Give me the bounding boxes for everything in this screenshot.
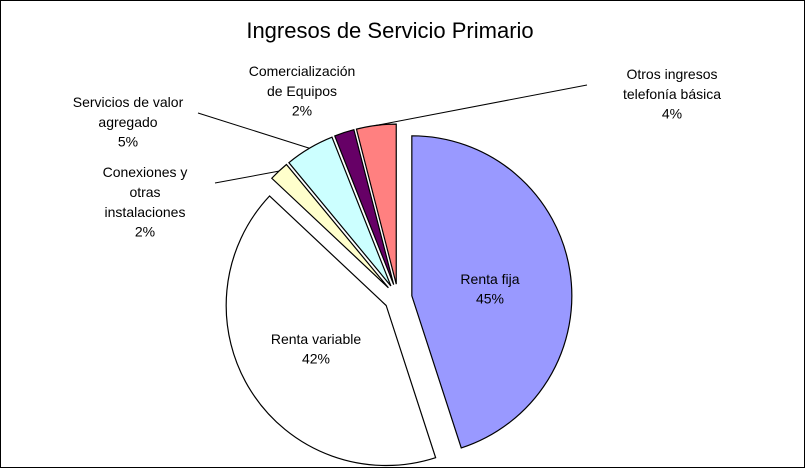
leader-line — [214, 170, 279, 184]
slice-label-line: Servicios de valor — [73, 94, 184, 110]
slice-label: Conexiones y otras instalaciones — [103, 164, 188, 220]
leader-line — [197, 112, 310, 149]
slice-label: Comercialización de Equipos — [249, 63, 356, 99]
slice-label-line: de Equipos — [267, 83, 337, 99]
pie-slice — [355, 123, 397, 285]
slice-label-line: Conexiones y — [103, 164, 188, 180]
leader-line — [376, 84, 588, 126]
slice-label: Otros ingresos telefonía básica — [623, 66, 721, 102]
slice-value-label: 2% — [292, 103, 312, 119]
slice-label: Renta variable — [271, 331, 361, 347]
slice-value-label: 4% — [662, 106, 682, 122]
slice-label: Servicios de valor agregado — [73, 94, 184, 130]
slice-label-line: Renta fija — [460, 271, 519, 287]
slice-label-line: Otros ingresos — [626, 66, 717, 82]
slice-label-line: Renta variable — [271, 331, 361, 347]
slice-label-line: Comercialización — [249, 63, 356, 79]
slice-label-line: agregado — [98, 114, 157, 130]
slice-label: Renta fija — [460, 271, 519, 287]
slice-label-line: otras — [129, 184, 160, 200]
chart-title: Ingresos de Servicio Primario — [246, 18, 533, 43]
slice-value-label: 42% — [302, 351, 330, 367]
pie-slice — [411, 135, 573, 449]
slice-label-line: telefonía básica — [623, 86, 721, 102]
slice-value-label: 2% — [135, 224, 155, 240]
slice-label-line: instalaciones — [105, 204, 186, 220]
pie-slice — [225, 195, 437, 467]
pie-slice — [288, 136, 392, 287]
slice-value-label: 5% — [118, 134, 138, 150]
pie-slice — [333, 128, 395, 285]
slice-value-label: 45% — [476, 291, 504, 307]
